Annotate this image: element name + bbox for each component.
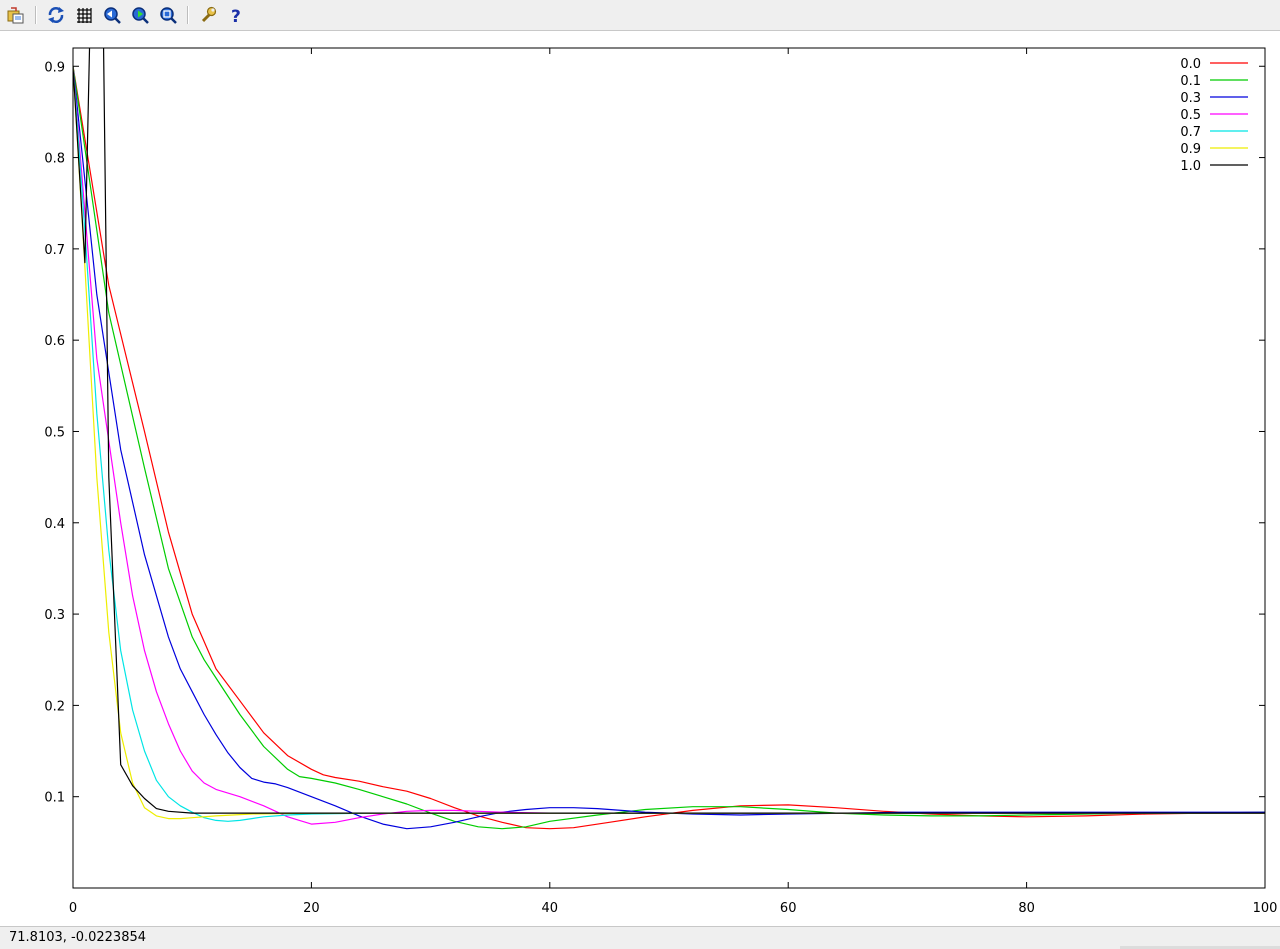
legend-label: 0.5 bbox=[1180, 108, 1201, 123]
legend-label: 0.1 bbox=[1180, 74, 1201, 89]
y-tick-label: 0.1 bbox=[44, 791, 65, 806]
toolbar: ? bbox=[0, 0, 1280, 31]
zoom-forward-icon bbox=[132, 7, 149, 24]
grid-icon bbox=[77, 8, 92, 23]
x-tick-label: 0 bbox=[69, 901, 77, 916]
export-icon bbox=[7, 7, 24, 24]
zoom-back-icon bbox=[104, 7, 121, 24]
export-button[interactable] bbox=[5, 4, 27, 26]
x-tick-label: 60 bbox=[780, 901, 797, 916]
legend-label: 0.0 bbox=[1180, 57, 1201, 72]
series-layer bbox=[73, 48, 1265, 830]
y-tick-label: 0.6 bbox=[44, 334, 65, 349]
help-button[interactable]: ? bbox=[225, 4, 247, 26]
help-icon: ? bbox=[231, 7, 241, 24]
y-tick-label: 0.5 bbox=[44, 425, 65, 440]
grid-button[interactable] bbox=[73, 4, 95, 26]
previous-zoom-button[interactable] bbox=[101, 4, 123, 26]
axes: 0 20 40 60 80 100 0.1 0.2 0.3 0.4 0.5 0.6 0.7 0.8 0.9 bbox=[44, 48, 1277, 916]
series-line-0.9 bbox=[73, 66, 1265, 820]
resize-grip[interactable] bbox=[1120, 946, 1280, 949]
series-line-0.1 bbox=[73, 66, 1265, 830]
toolbar-separator bbox=[187, 6, 189, 24]
toolbar-separator bbox=[35, 6, 37, 24]
series-line-0.0 bbox=[73, 66, 1265, 830]
x-tick-label: 80 bbox=[1018, 901, 1035, 916]
y-tick-label: 0.7 bbox=[44, 243, 65, 258]
replot-button[interactable] bbox=[45, 4, 67, 26]
y-tick-label: 0.8 bbox=[44, 152, 65, 167]
series-line-0.7 bbox=[73, 66, 1265, 822]
plot-border bbox=[72, 47, 1266, 889]
status-bar: 71.8103, -0.0223854 bbox=[0, 926, 1280, 949]
legend-label: 0.9 bbox=[1180, 142, 1201, 157]
replot-icon bbox=[48, 7, 64, 23]
autoscale-button[interactable] bbox=[157, 4, 179, 26]
y-tick-label: 0.9 bbox=[44, 60, 65, 75]
y-tick-label: 0.3 bbox=[44, 608, 65, 623]
legend-label: 0.7 bbox=[1180, 125, 1201, 140]
svg-text:?: ? bbox=[231, 7, 241, 24]
coordinates-readout: 71.8103, -0.0223854 bbox=[9, 930, 147, 945]
x-tick-label: 20 bbox=[303, 901, 320, 916]
y-tick-label: 0.4 bbox=[44, 517, 65, 532]
zoom-fit-icon bbox=[160, 7, 177, 24]
next-zoom-button[interactable] bbox=[129, 4, 151, 26]
series-line-1.0 bbox=[73, 48, 1265, 814]
wrench-icon bbox=[201, 6, 217, 23]
x-tick-label: 40 bbox=[542, 901, 559, 916]
plot-area[interactable]: 0 20 40 60 80 1000.10.20.30.40.50.60.70.80.9 … bbox=[0, 32, 1280, 925]
legend-label: 0.3 bbox=[1180, 91, 1201, 106]
series-line-0.3 bbox=[73, 66, 1265, 830]
x-tick-label: 100 bbox=[1253, 901, 1278, 916]
config-button[interactable] bbox=[197, 4, 219, 26]
y-tick-label: 0.2 bbox=[44, 699, 65, 714]
legend: 0.0 0.1 0.3 0.5 0.7 0.9 1.0 bbox=[1180, 57, 1248, 174]
series-line-0.5 bbox=[73, 66, 1265, 825]
legend-label: 1.0 bbox=[1180, 159, 1201, 174]
